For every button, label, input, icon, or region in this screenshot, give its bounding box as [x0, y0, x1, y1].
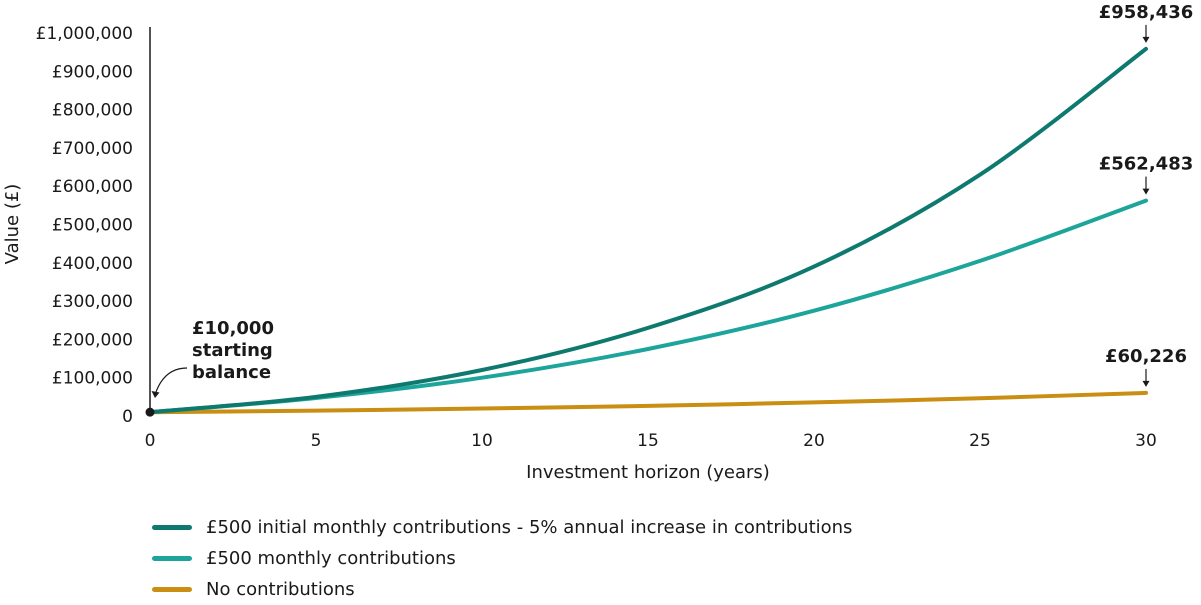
x-tick-label: 0	[145, 431, 156, 451]
y-tick-label: 0	[122, 407, 133, 427]
legend-item: No contributions	[152, 574, 852, 605]
series-line	[148, 390, 1148, 415]
x-tick-label: 5	[311, 431, 322, 451]
legend-label: £500 initial monthly contributions - 5% …	[206, 517, 853, 538]
end-arrow-head	[1142, 36, 1150, 43]
x-axis-title: Investment horizon (years)	[526, 462, 770, 483]
y-tick-label: £900,000	[52, 62, 133, 82]
x-tick-label: 15	[637, 431, 659, 451]
series-line	[148, 198, 1148, 415]
start-arrow	[155, 367, 188, 393]
legend-swatch	[152, 525, 192, 530]
y-tick-label: £200,000	[52, 330, 133, 350]
legend-swatch	[152, 587, 192, 592]
y-tick-label: £500,000	[52, 216, 133, 236]
legend-swatch	[152, 556, 192, 561]
y-tick-label: £800,000	[52, 101, 133, 121]
end-value-label: £958,436	[1099, 2, 1194, 23]
start-annotation-line: balance	[192, 362, 271, 383]
x-tick-label: 20	[803, 431, 825, 451]
end-arrow-head	[1142, 188, 1150, 195]
series-line	[148, 46, 1148, 415]
legend-item: £500 monthly contributions	[152, 543, 852, 574]
legend-item: £500 initial monthly contributions - 5% …	[152, 512, 852, 543]
y-axis-title: Value (£)	[2, 184, 23, 265]
start-annotation-line: £10,000	[192, 318, 274, 339]
y-tick-label: £700,000	[52, 139, 133, 159]
end-value-label: £60,226	[1105, 346, 1187, 367]
y-tick-label: £100,000	[52, 369, 133, 389]
legend-label: No contributions	[206, 579, 355, 600]
start-annotation-line: starting	[192, 340, 273, 361]
x-tick-label: 25	[969, 431, 991, 451]
y-tick-label: £300,000	[52, 292, 133, 312]
start-annotation-label: £10,000 starting balance	[192, 318, 274, 383]
start-point-marker	[145, 407, 155, 417]
y-tick-label: £400,000	[52, 254, 133, 274]
legend-label: £500 monthly contributions	[206, 548, 456, 569]
x-tick-label: 30	[1135, 431, 1157, 451]
y-tick-label: £600,000	[52, 177, 133, 197]
legend: £500 initial monthly contributions - 5% …	[152, 512, 852, 605]
y-tick-label: £1,000,000	[36, 24, 133, 44]
start-arrow-head	[151, 391, 160, 398]
end-arrow-head	[1142, 380, 1150, 387]
x-tick-label: 10	[471, 431, 493, 451]
end-value-label: £562,483	[1099, 154, 1194, 175]
